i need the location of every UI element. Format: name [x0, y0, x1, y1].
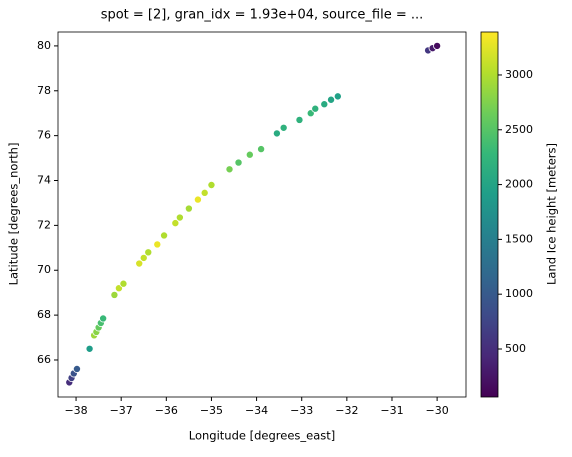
point — [295, 115, 304, 124]
point — [193, 195, 202, 204]
y-axis-label: Latitude [degrees_north] — [7, 143, 21, 286]
colorbar-tick-label: 1500 — [505, 232, 533, 245]
y-tick-label: 70 — [37, 263, 51, 276]
y-tick-label: 78 — [37, 84, 51, 97]
colorbar — [480, 31, 499, 398]
point — [175, 213, 184, 222]
colorbar-tick-label: 2000 — [505, 178, 533, 191]
point — [184, 204, 193, 213]
point — [85, 344, 94, 353]
point — [153, 240, 162, 249]
point — [279, 123, 288, 132]
point — [200, 188, 209, 197]
point — [119, 279, 128, 288]
y-tick-label: 68 — [37, 308, 51, 321]
point — [234, 158, 243, 167]
y-tick-label: 74 — [37, 174, 51, 187]
x-axis-label: Longitude [degrees_east] — [189, 429, 336, 443]
y-tick-label: 76 — [37, 129, 51, 142]
point — [225, 165, 234, 174]
y-tick-label: 72 — [37, 218, 51, 231]
colorbar-tick-label: 500 — [505, 342, 526, 355]
point — [110, 290, 119, 299]
x-tick-label: −33 — [290, 404, 313, 417]
point — [327, 95, 336, 104]
x-tick-label: −32 — [335, 404, 358, 417]
x-tick-label: −38 — [64, 404, 87, 417]
y-tick-label: 66 — [37, 353, 51, 366]
point — [311, 104, 320, 113]
plot-frame — [57, 31, 467, 398]
point — [333, 92, 342, 101]
point — [207, 180, 216, 189]
point — [72, 364, 81, 373]
x-tick-label: −37 — [110, 404, 133, 417]
x-tick-label: −30 — [426, 404, 449, 417]
point — [245, 150, 254, 159]
x-tick-label: −31 — [380, 404, 403, 417]
point — [144, 248, 153, 257]
point — [171, 219, 180, 228]
point — [135, 259, 144, 268]
point — [320, 100, 329, 109]
point — [272, 129, 281, 138]
colorbar-tick-label: 2500 — [505, 123, 533, 136]
colorbar-tick-label: 1000 — [505, 287, 533, 300]
chart-title: spot = [2], gran_idx = 1.93e+04, source_… — [101, 8, 424, 23]
x-tick-label: −34 — [245, 404, 268, 417]
colorbar-label: Land Ice height [meters] — [545, 143, 559, 285]
point — [257, 145, 266, 154]
point — [433, 41, 442, 50]
point — [99, 314, 108, 323]
point — [160, 231, 169, 240]
x-tick-label: −36 — [155, 404, 178, 417]
colorbar-tick-label: 3000 — [505, 68, 533, 81]
y-tick-label: 80 — [37, 39, 51, 52]
point — [139, 253, 148, 262]
x-tick-label: −35 — [200, 404, 223, 417]
